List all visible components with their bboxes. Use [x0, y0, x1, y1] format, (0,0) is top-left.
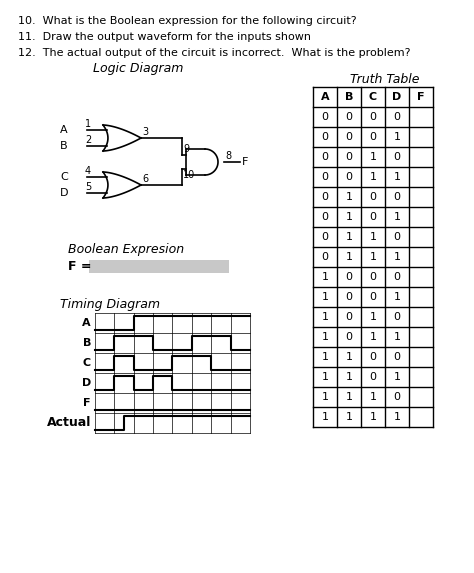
Text: F =: F = [68, 260, 91, 273]
Text: 0: 0 [321, 232, 328, 242]
Text: 1: 1 [393, 172, 401, 182]
Text: B: B [345, 92, 353, 102]
Text: 1: 1 [321, 332, 328, 342]
Text: 0: 0 [370, 292, 376, 302]
Text: 0: 0 [346, 152, 353, 162]
Text: 0: 0 [370, 112, 376, 122]
Text: 3: 3 [142, 127, 148, 137]
Text: 1: 1 [346, 372, 353, 382]
Text: Truth Table: Truth Table [350, 73, 420, 86]
Text: Timing Diagram: Timing Diagram [60, 298, 160, 311]
Text: 0: 0 [393, 112, 401, 122]
Text: 0: 0 [370, 132, 376, 142]
Text: 0: 0 [321, 252, 328, 262]
Text: 6: 6 [142, 174, 148, 184]
Text: 1: 1 [321, 292, 328, 302]
Text: 0: 0 [370, 212, 376, 222]
Text: Actual: Actual [46, 417, 91, 430]
Text: 0: 0 [393, 232, 401, 242]
Text: 0: 0 [346, 172, 353, 182]
Text: 1: 1 [346, 232, 353, 242]
Text: F: F [242, 157, 248, 167]
Text: 0: 0 [370, 352, 376, 362]
Text: 0: 0 [321, 212, 328, 222]
Text: 1: 1 [393, 332, 401, 342]
Text: 1: 1 [393, 372, 401, 382]
Text: 1: 1 [370, 232, 376, 242]
Text: 1: 1 [321, 272, 328, 282]
Text: 0: 0 [393, 192, 401, 202]
Text: 0: 0 [370, 272, 376, 282]
Text: 1: 1 [393, 212, 401, 222]
Text: 1: 1 [393, 252, 401, 262]
Text: 1: 1 [346, 352, 353, 362]
Text: 1: 1 [370, 252, 376, 262]
Text: 12.  The actual output of the circuit is incorrect.  What is the problem?: 12. The actual output of the circuit is … [18, 48, 410, 58]
Text: A: A [321, 92, 329, 102]
Text: 0: 0 [346, 332, 353, 342]
Text: 1: 1 [346, 192, 353, 202]
Text: 0: 0 [346, 112, 353, 122]
Text: 1: 1 [85, 119, 91, 129]
Text: 0: 0 [370, 192, 376, 202]
Text: 1: 1 [370, 412, 376, 422]
Text: 0: 0 [321, 112, 328, 122]
Text: 1: 1 [321, 312, 328, 322]
Text: 5: 5 [85, 182, 91, 192]
Text: 0: 0 [370, 372, 376, 382]
Text: 1: 1 [393, 412, 401, 422]
Text: C: C [83, 358, 91, 368]
Text: 1: 1 [370, 392, 376, 402]
Text: 11.  Draw the output waveform for the inputs shown: 11. Draw the output waveform for the inp… [18, 32, 311, 42]
Text: 1: 1 [321, 352, 328, 362]
Text: 0: 0 [321, 192, 328, 202]
Text: D: D [60, 188, 69, 198]
Text: 1: 1 [321, 372, 328, 382]
Text: 1: 1 [393, 132, 401, 142]
Text: 0: 0 [321, 132, 328, 142]
Text: 1: 1 [346, 212, 353, 222]
Bar [89, 260, 229, 273]
Text: D: D [392, 92, 401, 102]
Text: 0: 0 [393, 312, 401, 322]
Text: 1: 1 [370, 172, 376, 182]
Text: 1: 1 [346, 392, 353, 402]
Text: B: B [82, 338, 91, 348]
Text: 1: 1 [370, 312, 376, 322]
Text: 1: 1 [346, 412, 353, 422]
Text: 0: 0 [393, 352, 401, 362]
Text: 0: 0 [321, 172, 328, 182]
Text: A: A [60, 125, 68, 135]
Text: 0: 0 [346, 132, 353, 142]
Text: 10.  What is the Boolean expression for the following circuit?: 10. What is the Boolean expression for t… [18, 16, 356, 26]
Text: F: F [83, 398, 91, 408]
Text: 8: 8 [225, 151, 231, 161]
Text: 1: 1 [370, 152, 376, 162]
Text: B: B [60, 141, 68, 151]
Text: C: C [369, 92, 377, 102]
Text: 4: 4 [85, 166, 91, 176]
Text: 0: 0 [346, 292, 353, 302]
Text: 1: 1 [370, 332, 376, 342]
Text: 1: 1 [321, 392, 328, 402]
Text: 0: 0 [393, 392, 401, 402]
Text: A: A [82, 318, 91, 328]
Text: 0: 0 [321, 152, 328, 162]
Text: 10: 10 [183, 170, 195, 180]
Text: 9: 9 [183, 144, 189, 154]
Text: 1: 1 [346, 252, 353, 262]
Text: 2: 2 [85, 135, 91, 145]
Text: F: F [417, 92, 425, 102]
Text: 0: 0 [393, 152, 401, 162]
Text: 0: 0 [346, 312, 353, 322]
Text: Boolean Expresion: Boolean Expresion [68, 243, 184, 256]
Text: 0: 0 [393, 272, 401, 282]
Text: D: D [82, 378, 91, 388]
Text: Logic Diagram: Logic Diagram [93, 62, 183, 75]
Text: 1: 1 [393, 292, 401, 302]
Text: 0: 0 [346, 272, 353, 282]
Text: 1: 1 [321, 412, 328, 422]
Text: C: C [60, 172, 68, 182]
